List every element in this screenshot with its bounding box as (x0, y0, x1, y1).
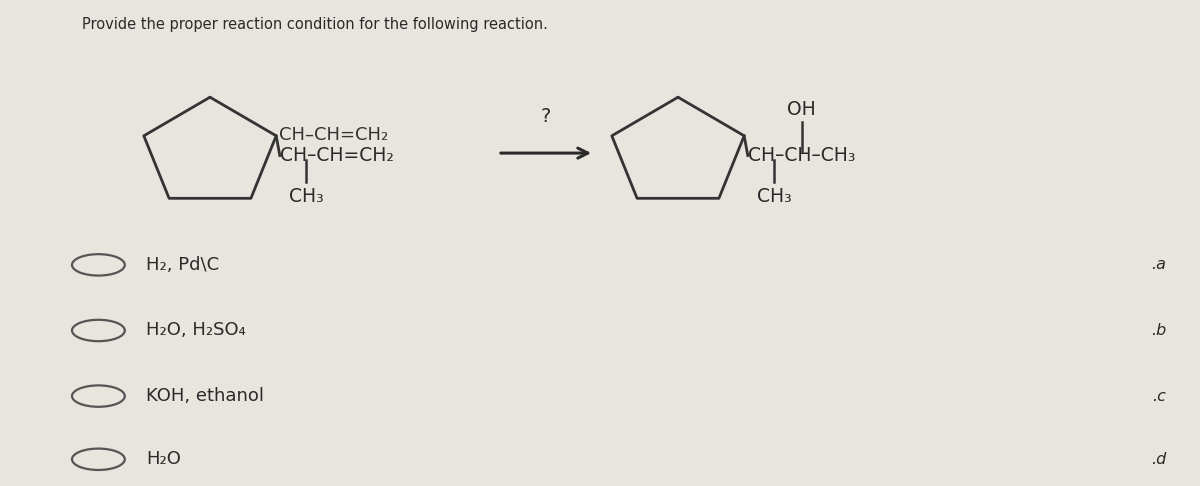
Text: OH: OH (787, 100, 816, 119)
Text: H₂O, H₂SO₄: H₂O, H₂SO₄ (146, 321, 246, 340)
Text: Provide the proper reaction condition for the following reaction.: Provide the proper reaction condition fo… (82, 17, 547, 32)
Text: CH–CH–CH₃: CH–CH–CH₃ (748, 146, 856, 165)
Text: CH₃: CH₃ (289, 187, 324, 206)
Text: H₂O: H₂O (146, 450, 181, 469)
Text: .c: .c (1152, 389, 1166, 403)
Text: .d: .d (1151, 452, 1166, 467)
Text: CH₃: CH₃ (757, 187, 792, 206)
Text: CH–CH=CH₂: CH–CH=CH₂ (280, 146, 394, 165)
Text: CH–CH=CH₂: CH–CH=CH₂ (278, 126, 388, 144)
Text: .a: .a (1152, 258, 1166, 272)
Text: KOH, ethanol: KOH, ethanol (146, 387, 264, 405)
Text: .b: .b (1151, 323, 1166, 338)
Text: ?: ? (541, 107, 551, 126)
Text: H₂, Pd\C: H₂, Pd\C (146, 256, 220, 274)
